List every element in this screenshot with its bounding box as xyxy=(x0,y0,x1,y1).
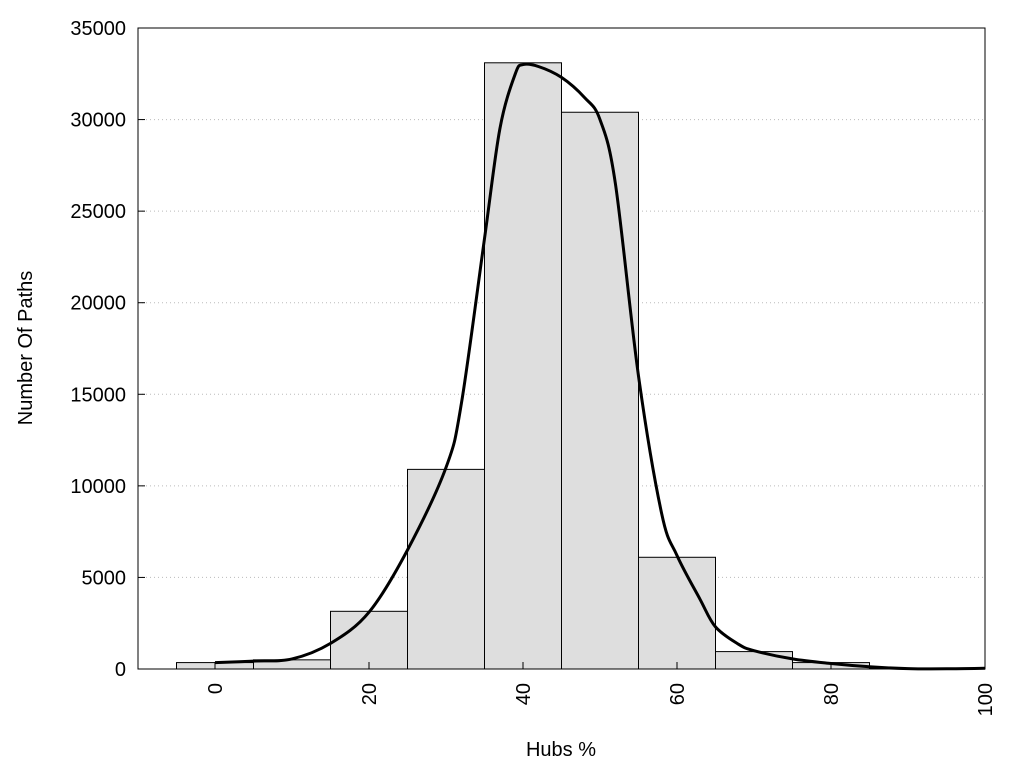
y-tick-label: 10000 xyxy=(70,476,126,498)
y-axis-label: Number Of Paths xyxy=(15,271,37,426)
x-tick-label: 80 xyxy=(821,683,843,705)
y-tick-label: 20000 xyxy=(70,293,126,315)
x-axis: 0 20 40 60 80 100 xyxy=(205,662,997,716)
y-tick-label: 0 xyxy=(115,659,126,681)
plot-frame xyxy=(137,27,986,670)
x-tick-label: 40 xyxy=(513,683,535,705)
bar-70 xyxy=(715,651,793,670)
bar-20 xyxy=(330,610,408,670)
bars xyxy=(176,62,947,670)
x-tick-label: 60 xyxy=(667,683,689,705)
curve-line xyxy=(214,62,986,671)
y-axis: 0 5000 10000 15000 20000 25000 30000 35000 xyxy=(70,18,145,681)
y-tick-label: 35000 xyxy=(70,18,126,40)
density-curve xyxy=(214,62,986,671)
x-axis-label: Hubs % xyxy=(526,739,596,761)
x-tick-label: 0 xyxy=(205,683,227,694)
x-tick-label: 100 xyxy=(975,683,997,716)
bar-40 xyxy=(484,62,562,670)
x-tick-label: 20 xyxy=(359,683,381,705)
y-tick-label: 5000 xyxy=(82,567,127,589)
y-tick-label: 15000 xyxy=(70,384,126,406)
bar-60 xyxy=(638,556,716,670)
bar-50 xyxy=(561,111,639,670)
bar-30 xyxy=(407,468,485,670)
y-tick-label: 25000 xyxy=(70,201,126,223)
y-tick-label: 30000 xyxy=(70,110,126,132)
